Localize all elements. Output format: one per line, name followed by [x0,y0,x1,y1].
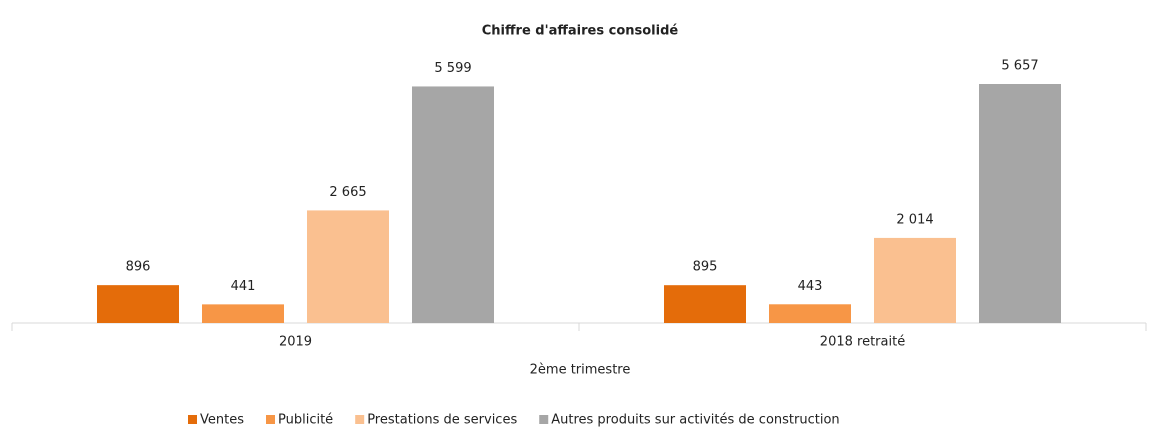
bar [307,210,389,323]
data-label: 443 [798,279,823,294]
legend-label: Prestations de services [367,413,517,428]
data-label: 895 [693,260,718,275]
x-tick-label: 2019 [279,335,312,350]
data-label: 896 [126,260,151,275]
bar [97,285,179,323]
x-tick-label: 2018 retraité [820,335,905,350]
legend-swatch [188,415,197,424]
data-label: 2 665 [329,185,366,200]
bar [412,86,494,324]
legend-swatch [355,415,365,424]
bar [664,285,746,323]
legend-swatch [266,415,275,424]
data-label: 2 014 [896,212,933,227]
legend-label: Publicité [278,413,333,428]
data-label: 441 [231,279,256,294]
bar [202,304,284,323]
data-label: 5 657 [1001,59,1038,74]
bar [769,304,851,323]
bar [874,237,956,323]
x-axis-label: 2ème trimestre [530,363,631,378]
legend-swatch [539,415,549,424]
data-label: 5 599 [434,61,471,76]
legend-label: Autres produits sur activités de constru… [551,413,839,428]
chart-title: Chiffre d'affaires consolidé [482,24,679,39]
bar [979,84,1061,323]
legend-label: Ventes [200,413,244,428]
